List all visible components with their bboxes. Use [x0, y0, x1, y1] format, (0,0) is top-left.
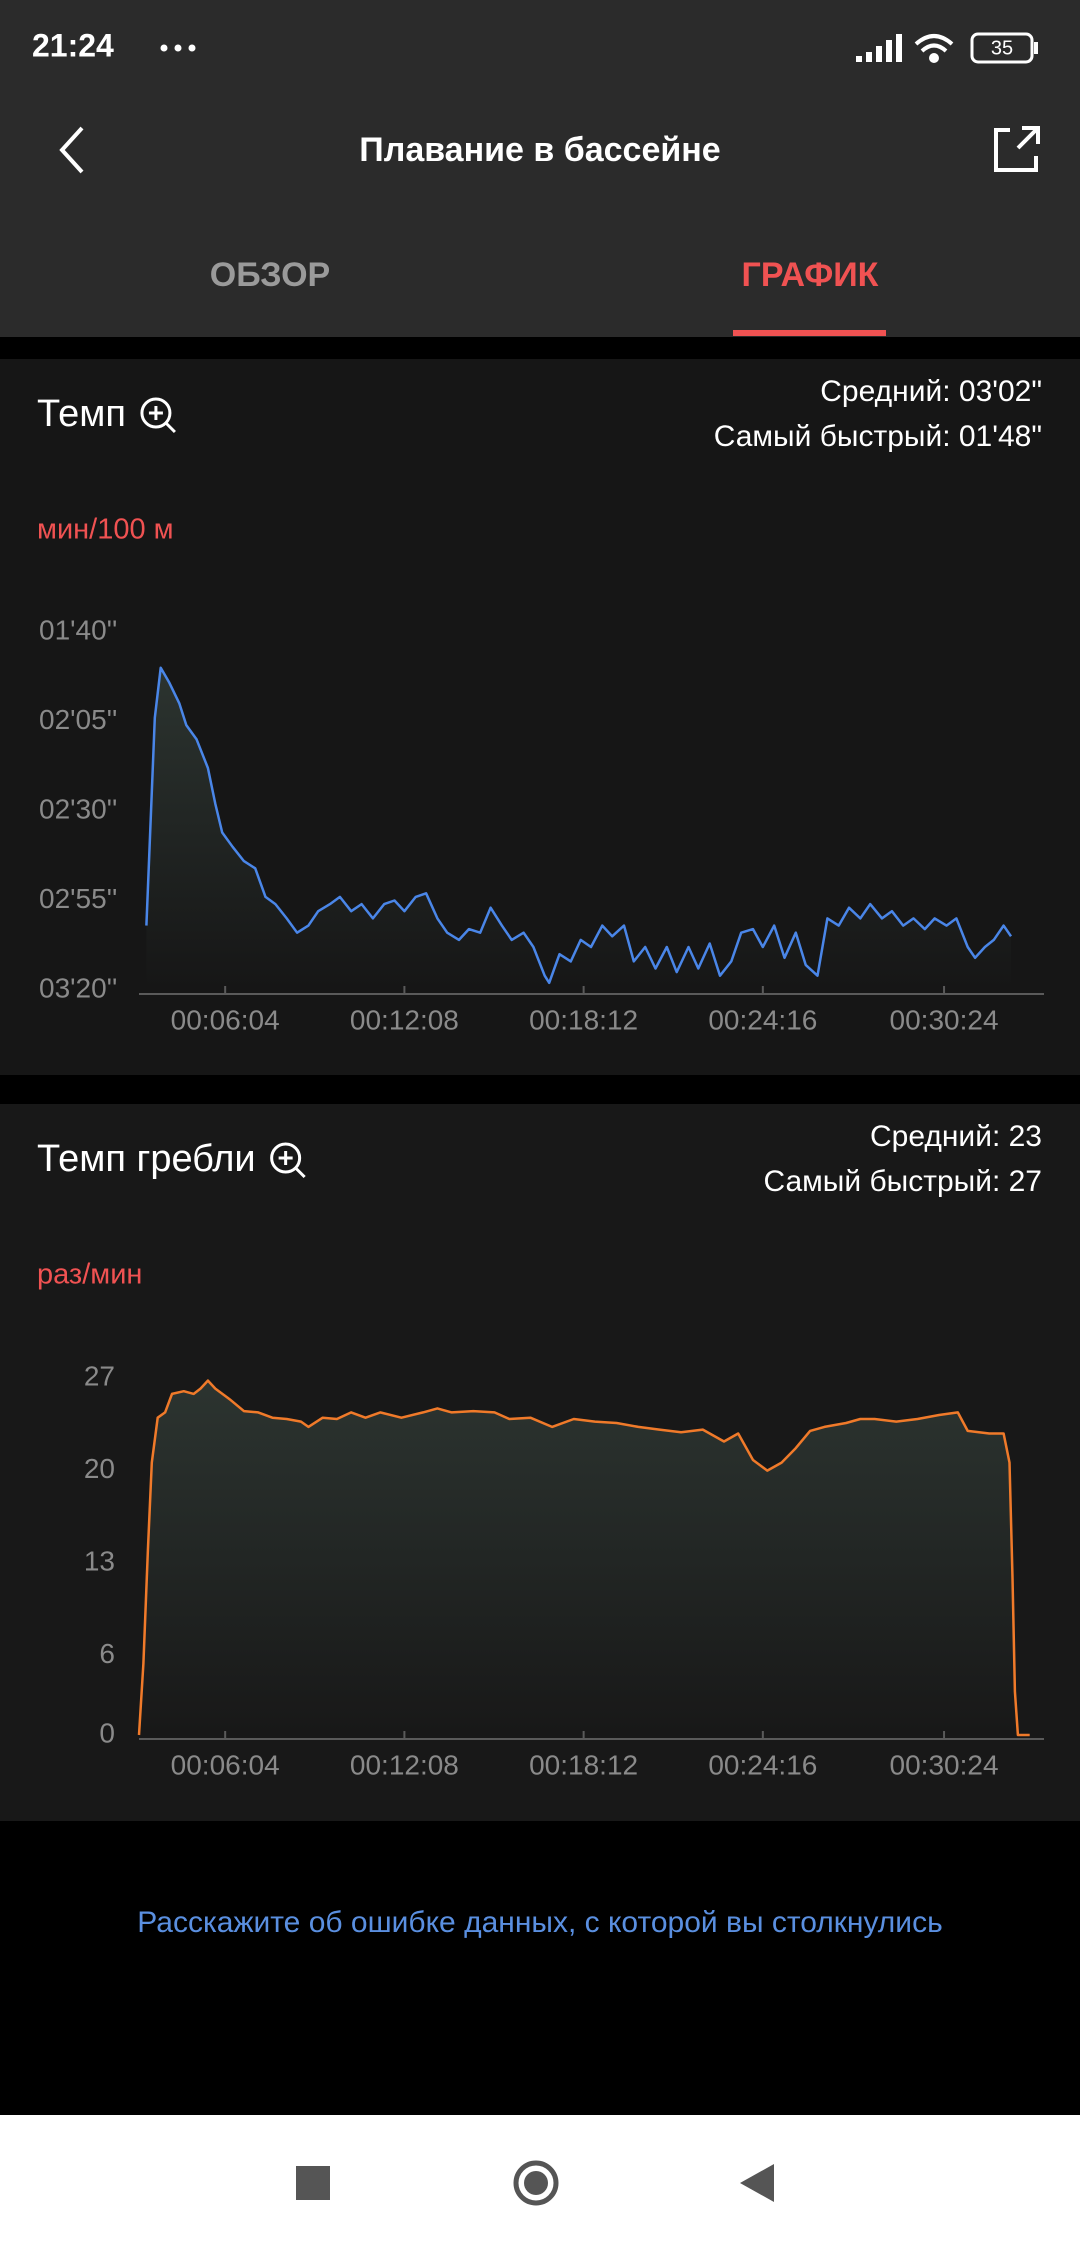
chart-stat: Средний: 23 — [870, 1120, 1042, 1153]
chart-stat: Самый быстрый: 01'48" — [714, 420, 1042, 453]
y-tick-label: 20 — [84, 1453, 115, 1484]
y-tick-label: 13 — [84, 1546, 115, 1577]
x-tick-label: 00:12:08 — [350, 1004, 459, 1035]
chart-title: Темп — [37, 393, 126, 435]
chart-title: Темп гребли — [37, 1138, 256, 1180]
battery-tip — [1034, 42, 1038, 54]
x-tick-label: 00:30:24 — [890, 1749, 999, 1780]
x-tick-label: 00:24:16 — [708, 1004, 817, 1035]
tab-graph[interactable]: ГРАФИК — [742, 256, 879, 294]
x-tick-label: 00:18:12 — [529, 1004, 638, 1035]
x-tick-label: 00:18:12 — [529, 1749, 638, 1780]
wifi-icon — [914, 34, 954, 63]
line — [137, 1379, 1030, 1737]
tab-indicator — [733, 330, 886, 336]
x-tick-label: 00:12:08 — [350, 1749, 459, 1780]
nav-recents[interactable] — [296, 2166, 330, 2200]
chart-stat: Самый быстрый: 27 — [764, 1165, 1043, 1198]
y-tick-label: 02'55'' — [39, 883, 117, 914]
y-tick-label: 27 — [84, 1360, 115, 1391]
x-tick-label: 00:06:04 — [171, 1749, 280, 1780]
status-time: 21:24 — [32, 27, 114, 63]
zoom-icon — [270, 1142, 302, 1174]
battery-level: 35 — [991, 37, 1013, 59]
back-button[interactable] — [59, 126, 84, 174]
tab-overview[interactable]: ОБЗОР — [210, 256, 330, 294]
zoom-icon-plus — [278, 1151, 306, 1179]
zoom-icon — [140, 397, 172, 429]
y-tick-label: 02'30'' — [39, 793, 117, 824]
zoom-icon-plus — [148, 406, 176, 434]
line-area — [146, 667, 1012, 990]
line — [145, 666, 1013, 985]
y-tick-label: 0 — [99, 1717, 115, 1748]
nav-back[interactable] — [740, 2164, 774, 2202]
battery-icon — [970, 32, 1034, 64]
line-area — [139, 1380, 1030, 1735]
x-tick-label: 00:30:24 — [890, 1004, 999, 1035]
y-tick-label: 01'40'' — [39, 614, 117, 645]
x-tick-label: 00:06:04 — [171, 1004, 280, 1035]
unit-label: раз/мин — [37, 1259, 142, 1291]
share-button[interactable] — [994, 126, 1040, 172]
nav-home[interactable] — [513, 2160, 559, 2206]
chart-stat: Средний: 03'02" — [820, 375, 1042, 408]
page-title: Плавание в бассейне — [359, 131, 720, 169]
status-dots — [160, 44, 196, 52]
x-tick-label: 00:24:16 — [708, 1749, 817, 1780]
unit-label: мин/100 м — [37, 514, 174, 546]
nav-home-dot — [524, 2171, 548, 2195]
y-tick-label: 03'20'' — [39, 972, 117, 1003]
signal-icon — [856, 34, 902, 62]
y-tick-label: 6 — [99, 1638, 115, 1669]
y-tick-label: 02'05'' — [39, 704, 117, 735]
report-link[interactable]: Расскажите об ошибке данных, с которой в… — [137, 1906, 942, 1939]
